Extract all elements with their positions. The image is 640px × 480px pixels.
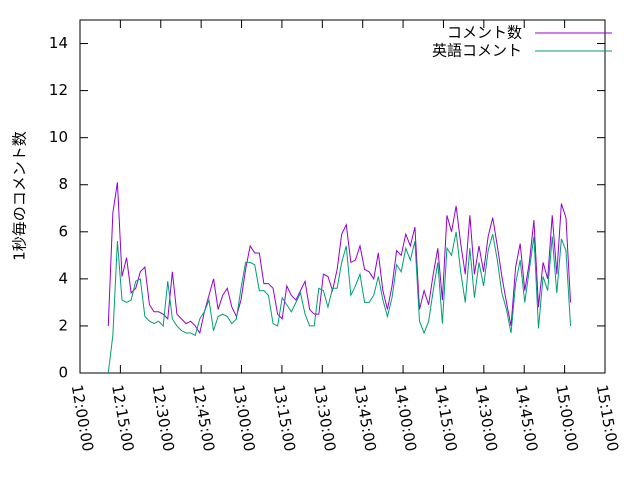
series-line (107, 231, 572, 374)
y-tick-label: 2 (58, 316, 68, 334)
x-tick-label: 12:15:00 (108, 383, 137, 452)
x-tick-label: 14:45:00 (512, 383, 541, 452)
legend-label: 英語コメント (432, 42, 522, 60)
x-tick-label: 15:15:00 (593, 383, 622, 452)
x-tick-label: 14:30:00 (471, 383, 500, 452)
x-tick-label: 14:15:00 (431, 383, 460, 452)
x-tick-label: 12:00:00 (68, 383, 97, 452)
legend-label: コメント数 (447, 24, 522, 42)
y-tick-label: 6 (58, 222, 68, 240)
x-tick-label: 13:30:00 (310, 383, 339, 452)
y-tick-label: 8 (58, 175, 68, 193)
y-tick-label: 0 (58, 364, 68, 382)
x-tick-label: 12:45:00 (189, 383, 218, 452)
x-tick-label: 12:30:00 (148, 383, 177, 452)
y-tick-label: 10 (49, 128, 68, 146)
x-tick-label: 15:00:00 (552, 383, 581, 452)
y-tick-label: 14 (49, 34, 68, 52)
series-line (107, 182, 572, 335)
x-tick-label: 13:00:00 (229, 383, 258, 452)
x-tick-label: 13:15:00 (270, 383, 299, 452)
y-tick-label: 12 (49, 81, 68, 99)
y-axis-label: 1秒毎のコメント数 (11, 131, 29, 261)
x-tick-label: 14:00:00 (391, 383, 420, 452)
plot-frame (79, 19, 606, 374)
y-tick-label: 4 (58, 269, 68, 287)
x-tick-label: 13:45:00 (350, 383, 379, 452)
